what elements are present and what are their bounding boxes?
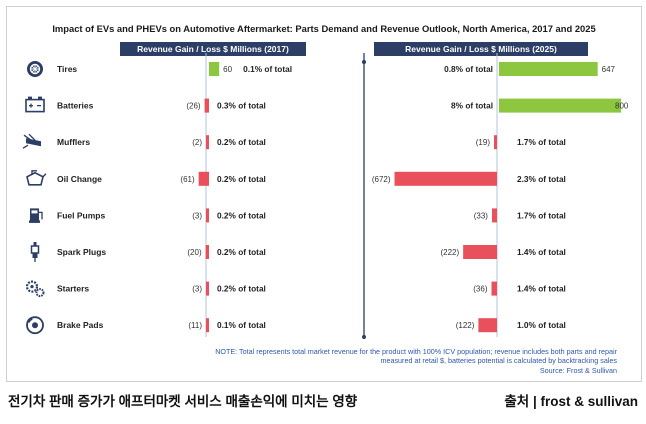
value-2017-spark-plugs: (20) [187,248,202,257]
pct-2017-spark-plugs: 0.2% of total [217,247,266,257]
gears-icon [25,280,45,298]
category-label-spark-plugs: Spark Plugs [57,247,106,257]
category-label-mufflers: Mufflers [57,137,90,147]
value-2025-spark-plugs: (222) [440,248,459,257]
value-2017-batteries: (26) [186,102,201,111]
pct-2025-oil-change: 2.3% of total [517,174,566,184]
bar-2017-tires [209,62,220,76]
value-2025-oil-change: (672) [372,175,391,184]
caption: 전기차 판매 증가가 애프터마켓 서비스 매출손익에 미치는 영향 [8,394,358,409]
bar-2025-oil-change [394,171,497,186]
spark-plug-icon [30,242,40,262]
brake-disc-icon [26,316,44,335]
bar-2025-batteries [499,98,621,113]
value-2025-mufflers: (19) [476,138,491,147]
bar-2017-fuel-pumps [206,208,209,223]
bar-2025-fuel-pumps [491,208,497,223]
pct-2017-starters: 0.2% of total [217,284,266,294]
pct-2017-mufflers: 0.2% of total [217,137,266,147]
chart-frame: Impact of EVs and PHEVs on Automotive Af… [6,6,642,382]
note-source: Source: Frost & Sullivan [539,365,617,375]
pct-2017-brake-pads: 0.1% of total [217,320,266,330]
oil-can-icon [26,170,47,186]
value-2017-oil-change: (61) [180,175,195,184]
value-2025-brake-pads: (122) [456,321,475,330]
pct-2017-oil-change: 0.2% of total [217,174,266,184]
bar-2017-oil-change [198,171,209,186]
chart-note: NOTE: Total represents total market reve… [57,347,617,375]
pct-2017-fuel-pumps: 0.2% of total [217,210,266,220]
chart-title: Impact of EVs and PHEVs on Automotive Af… [52,23,596,34]
fuel-pump-icon [29,208,43,223]
pct-2017-tires: 0.1% of total [243,64,292,74]
value-2017-tires: 60 [223,65,232,74]
note-line-1: NOTE: Total represents total market reve… [215,347,617,356]
bar-2017-batteries [204,98,209,113]
value-2025-batteries: 800 [615,102,629,111]
category-label-oil-change: Oil Change [57,174,102,184]
muffler-icon [22,133,41,149]
bar-2017-starters [206,281,209,296]
pct-2025-batteries: 8% of total [451,101,493,111]
bar-2017-brake-pads [206,318,209,333]
bar-2025-tires [499,62,598,76]
pct-2025-tires: 0.8% of total [444,64,493,74]
source-credit: 출처 | frost & sullivan [504,394,638,409]
value-2017-mufflers: (2) [192,138,202,147]
pct-2025-mufflers: 1.7% of total [517,137,566,147]
category-label-tires: Tires [57,64,77,74]
pct-2025-spark-plugs: 1.4% of total [517,247,566,257]
pct-2017-batteries: 0.3% of total [217,101,266,111]
pct-2025-fuel-pumps: 1.7% of total [517,210,566,220]
value-2017-starters: (3) [192,285,202,294]
tire-icon [27,61,43,77]
category-label-batteries: Batteries [57,101,94,111]
bar-2017-spark-plugs [205,245,209,259]
bar-2025-starters [491,281,497,296]
divider-dot-bottom [362,335,366,339]
divider-dot-top [362,60,366,64]
value-2025-starters: (36) [473,285,488,294]
value-2017-brake-pads: (11) [188,321,202,330]
value-2017-fuel-pumps: (3) [192,211,202,220]
bar-2017-mufflers [206,135,209,150]
pct-2025-starters: 1.4% of total [517,284,566,294]
bar-2025-mufflers [494,135,497,150]
value-2025-tires: 647 [602,65,616,74]
category-label-fuel-pumps: Fuel Pumps [57,210,105,220]
bar-2025-brake-pads [478,318,497,333]
value-2025-fuel-pumps: (33) [474,211,489,220]
header-2025: Revenue Gain / Loss $ Millions (2025) [374,42,588,56]
pct-2025-brake-pads: 1.0% of total [517,320,566,330]
battery-icon [25,96,45,113]
category-label-brake-pads: Brake Pads [57,320,104,330]
category-label-starters: Starters [57,284,89,294]
header-2017: Revenue Gain / Loss $ Millions (2017) [120,42,306,56]
chart-svg: Tires 60 0.1% of total 0.8% of total 647 Batt… [22,53,629,339]
bar-2025-spark-plugs [463,245,497,259]
note-line-2: measured at retail $, batteries potentia… [380,356,617,366]
